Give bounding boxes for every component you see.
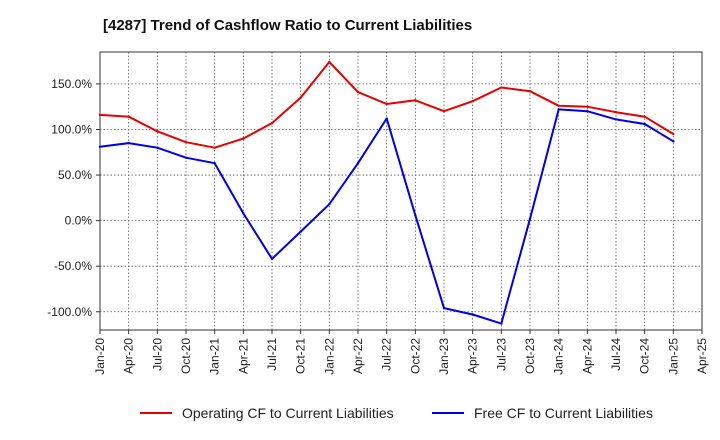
operating-cf-point [356,90,360,94]
operating-cf-point [471,100,474,103]
operating-cf-point [299,96,302,99]
y-tick-label: -50.0% [54,259,92,273]
x-tick-label: Apr-21 [236,338,250,374]
operating-cf-point [98,113,102,117]
operating-cf-point [672,132,675,136]
y-tick-label: 100.0% [51,122,92,136]
operating-cf-point [242,137,245,140]
x-tick-label: Jul-23 [494,338,508,371]
operating-cf-point [442,110,446,113]
x-tick-label: Apr-20 [122,338,136,374]
chart-title: [4287] Trend of Cashflow Ratio to Curren… [103,17,472,34]
x-tick-label: Oct-21 [294,338,308,374]
operating-cf-point [328,60,331,64]
free-cf-point [586,110,589,113]
x-tick-label: Apr-24 [580,338,594,374]
free-cf-point [156,146,159,149]
x-tick-label: Oct-22 [408,338,422,374]
x-tick-label: Jul-22 [380,338,394,371]
y-tick-label: -100.0% [47,305,92,319]
plot-frame [99,51,703,331]
operating-cf-point [500,86,503,89]
free-cf-point [471,313,474,316]
free-cf-point [528,217,532,220]
free-cf-point [242,212,245,215]
x-tick-label: Jan-24 [552,338,566,375]
free-cf-point [299,230,302,233]
x-tick-label: Jan-20 [93,338,107,375]
operating-cf-point [270,121,274,125]
free-cf-point [127,141,130,145]
free-cf-point [356,162,360,165]
x-tick-label: Jan-21 [208,338,222,375]
free-cf-point [643,122,646,126]
x-tick-label: Oct-23 [523,338,537,374]
plot-area: Jan-20 Apr-20 Jul-20 Oct-20 Jan-21 Apr-21 Jul-… [47,51,709,375]
operating-cf-point [614,110,618,114]
x-tick-label: Apr-23 [466,338,480,374]
free-cf-point [442,306,446,310]
free-cf-point [213,162,216,165]
x-tick-label: Apr-25 [695,338,709,374]
free-cf-point [328,203,331,206]
operating-cf-point [184,141,188,144]
x-tick-label: Jan-23 [437,338,451,375]
operating-cf-point [213,146,216,149]
operating-cf-point [557,104,560,107]
operating-cf-point [528,89,532,93]
x-tick-label: Jan-22 [322,338,336,375]
legend-label-operating-cf: Operating CF to Current Liabilities [182,405,394,421]
free-cf-point [614,118,618,121]
legend: Operating CF to Current Liabilities Free… [140,405,653,421]
x-tick-label: Jul-24 [609,338,623,371]
y-tick-label: 0.0% [65,214,93,228]
x-tick-label: Oct-24 [638,338,652,374]
y-tick-label: 50.0% [58,168,92,182]
operating-cf-point [385,102,388,106]
operating-cf-point [156,130,159,133]
x-tick-label: Jul-21 [265,338,279,371]
free-cf-point [270,257,274,261]
x-tick-label: Jan-25 [666,338,680,375]
free-cf-point [98,145,102,148]
operating-cf-point [586,105,589,108]
free-cf-point [385,117,388,120]
free-cf-point [557,108,560,111]
y-tick-label: 150.0% [51,77,92,91]
x-tick-label: Jul-20 [150,338,164,371]
free-cf-point [672,140,675,143]
operating-cf-point [127,115,130,118]
free-cf-point [500,322,503,325]
operating-cf-point [643,115,646,118]
legend-label-free-cf: Free CF to Current Liabilities [474,405,653,421]
x-tick-label: Oct-20 [179,338,193,374]
operating-cf-point [414,99,417,102]
x-tick-label: Apr-22 [351,338,365,374]
free-cf-point [414,213,417,217]
free-cf-point [184,156,188,159]
